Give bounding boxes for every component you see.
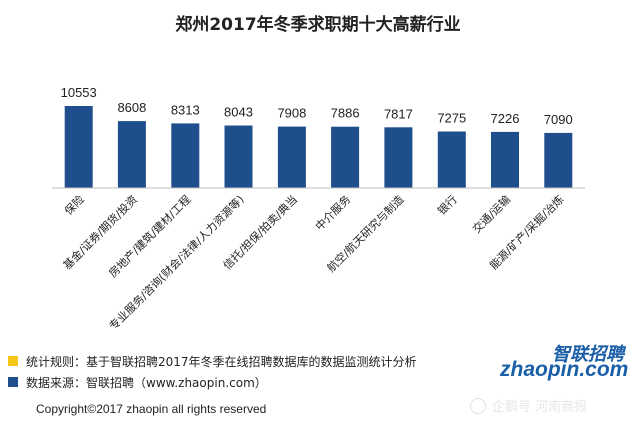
category-label-5: 中介服务 (313, 193, 353, 233)
category-label-7: 银行 (434, 192, 459, 217)
chart-title: 郑州2017年冬季求职期十大高薪行业 (175, 15, 461, 35)
legend-item-rule: 统计规则：基于智联招聘2017年冬季在线招聘数据库的数据监测统计分析 (8, 352, 417, 370)
legend-swatch-yellow (8, 356, 18, 366)
logo-chinese: 智联招聘 (552, 344, 624, 365)
bar-value-label-0: 10553 (61, 85, 97, 100)
bar-6 (384, 127, 413, 188)
bar-value-label-3: 8043 (224, 105, 253, 120)
bar-value-label-4: 7908 (277, 106, 306, 121)
logo-english: zhaopin.com (500, 358, 629, 381)
category-label-0: 保险 (61, 192, 86, 217)
category-label-8: 交通/运输 (469, 192, 513, 236)
watermark: 企鹅号 河南商报 (470, 396, 587, 415)
zhaopin-logo: 智联招聘 zhaopin.com (500, 340, 632, 382)
bar-7 (437, 131, 466, 188)
watermark-text: 企鹅号 河南商报 (492, 400, 588, 415)
bar-value-label-9: 7090 (544, 112, 573, 127)
bar-4 (277, 126, 306, 188)
bar-value-label-2: 8313 (171, 102, 200, 117)
legend-item-source: 数据来源：智联招聘（www.zhaopin.com） (8, 373, 267, 391)
bar-2 (171, 123, 200, 188)
bar-1 (117, 121, 146, 188)
bar-3 (224, 125, 253, 188)
bar-chart: 10553保险8608基金/证券/期货/投资8313房地产/建筑/建材/工程80… (52, 85, 585, 333)
legend-text-source: 数据来源：智联招聘（www.zhaopin.com） (26, 375, 267, 390)
bar-value-label-6: 7817 (384, 106, 413, 121)
legend-text-rule: 统计规则：基于智联招聘2017年冬季在线招聘数据库的数据监测统计分析 (26, 354, 417, 369)
bar-9 (544, 132, 573, 188)
bar-8 (491, 131, 519, 188)
bar-value-label-7: 7275 (437, 111, 466, 126)
bar-value-label-1: 8608 (117, 100, 146, 115)
copyright-text: Copyright©2017 zhaopin all rights reserv… (36, 402, 267, 416)
bar-value-label-5: 7886 (331, 106, 360, 121)
watermark-icon (470, 397, 486, 414)
bar-5 (331, 126, 360, 188)
legend-swatch-blue (8, 377, 18, 387)
bar-0 (64, 106, 93, 188)
bar-value-label-8: 7226 (491, 111, 520, 126)
